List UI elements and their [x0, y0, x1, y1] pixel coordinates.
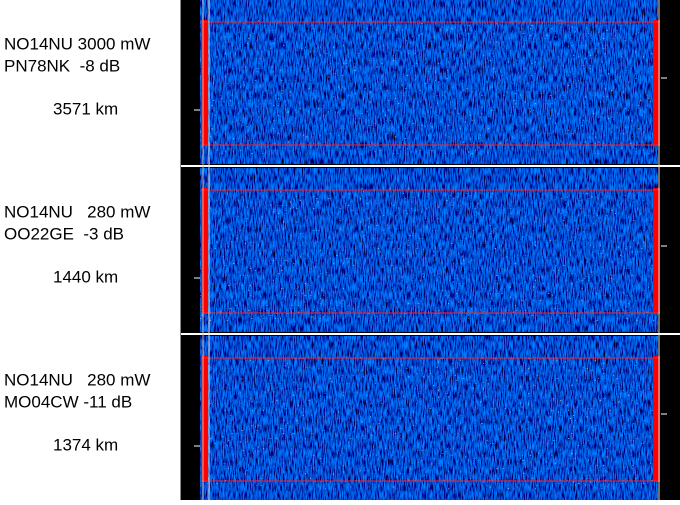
- locator-snr: OO22GE -3 dB: [4, 224, 124, 243]
- edge-band-left: [181, 336, 200, 500]
- distance: 1374 km: [53, 435, 118, 454]
- edge-band-left: [181, 0, 200, 164]
- red-bar-left: [201, 188, 208, 314]
- edge-band-right: [660, 336, 680, 500]
- red-bar-right: [653, 188, 660, 314]
- red-bar-left: [201, 356, 208, 482]
- callsign-power: NO14NU 280 mW: [4, 202, 150, 221]
- signal-specks: [200, 356, 655, 490]
- red-bar-right: [653, 356, 660, 482]
- label-area: [0, 0, 180, 500]
- callsign-power: NO14NU 3000 mW: [4, 34, 150, 53]
- locator-snr: MO04CW -11 dB: [4, 392, 132, 411]
- locator-snr: PN78NK -8 dB: [4, 56, 120, 75]
- distance: 1440 km: [53, 267, 118, 286]
- distance: 3571 km: [53, 99, 118, 118]
- red-bar-right: [653, 20, 660, 146]
- red-bar-left: [201, 20, 208, 146]
- signal-specks: [200, 20, 655, 154]
- signal-specks: [200, 188, 655, 322]
- callsign-power: NO14NU 280 mW: [4, 370, 150, 389]
- edge-band-right: [660, 168, 680, 332]
- edge-band-left: [181, 168, 200, 332]
- edge-band-right: [660, 0, 680, 164]
